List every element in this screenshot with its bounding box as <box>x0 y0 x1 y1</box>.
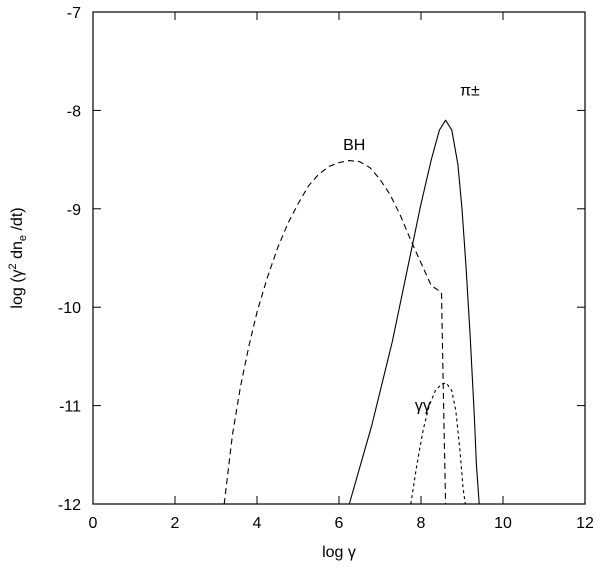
series-line-2 <box>410 382 466 505</box>
x-tick-label: 0 <box>89 515 98 532</box>
x-axis-label: log γ <box>322 544 356 561</box>
y-label-sub: e <box>17 235 29 241</box>
x-tick-label: 10 <box>494 515 512 532</box>
annotations: π± BH γγ <box>343 83 480 415</box>
y-tick-label: -11 <box>59 399 81 416</box>
y-tick-label: -8 <box>67 103 81 120</box>
y-tick-label: -10 <box>58 300 81 317</box>
y-tick-label: -12 <box>58 497 81 514</box>
series-line-0 <box>348 119 480 505</box>
y-tick-labels: -12 -11 -10 -9 -8 -7 <box>58 5 81 514</box>
y-label-post: /dt) <box>9 207 26 235</box>
y-tick-label: -9 <box>67 202 81 219</box>
x-tick-label: 2 <box>171 515 180 532</box>
plot-frame <box>92 11 586 505</box>
series-line-1 <box>223 160 447 505</box>
y-tick-label: -7 <box>67 5 81 22</box>
x-tick-label: 12 <box>576 515 594 532</box>
x-tick-label: 8 <box>417 515 426 532</box>
annotation-label: π± <box>460 83 480 100</box>
x-tick-labels: 0 2 4 6 8 10 12 <box>89 515 594 532</box>
x-tick-label: 6 <box>335 515 344 532</box>
x-tick-label: 4 <box>253 515 262 532</box>
series-lines <box>223 119 480 505</box>
y-label-pre: log (γ <box>9 269 26 308</box>
axis-ticks <box>92 11 586 505</box>
annotation-label: BH <box>343 137 365 154</box>
annotation-label: γγ <box>415 398 431 415</box>
y-label-sup: 2 <box>7 263 19 269</box>
y-label-mid: dn <box>9 241 26 263</box>
y-axis-label: log (γ2 dne /dt) <box>7 207 29 308</box>
